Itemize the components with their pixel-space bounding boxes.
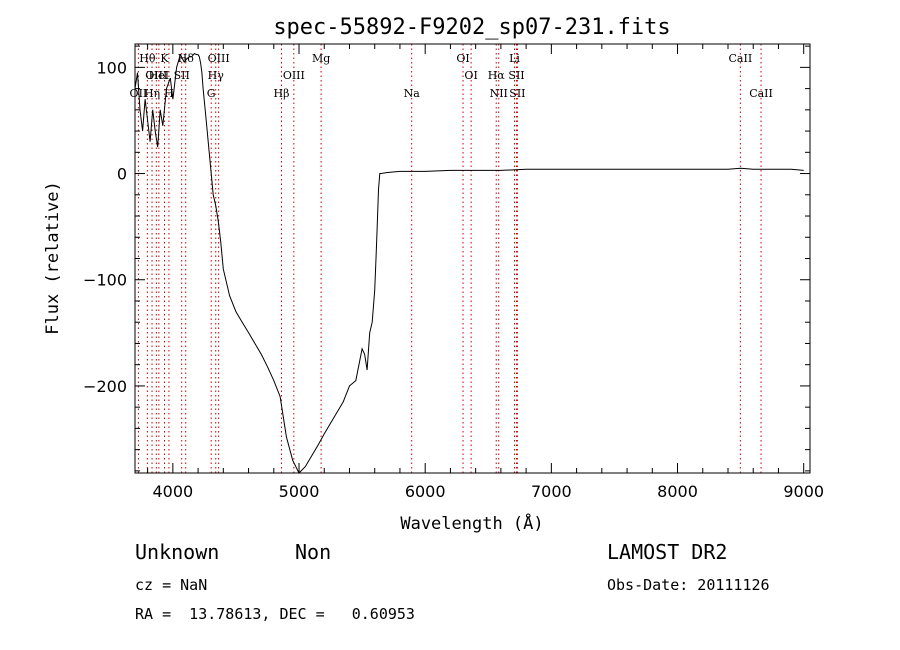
y-tick-label: 0 [117, 165, 127, 184]
spectral-line-label: H [164, 87, 174, 100]
x-tick-label: 7000 [531, 482, 572, 501]
x-tick-label: 6000 [405, 482, 446, 501]
spectral-line-label: OIII [283, 69, 305, 82]
spectral-line-label: SII [174, 69, 190, 82]
chart-title: spec-55892-F9202_sp07-231.fits [273, 15, 670, 40]
x-axis-label: Wavelength (Å) [400, 512, 543, 534]
spectral-line-label: CaII [729, 52, 753, 65]
spectral-line-label: SII [509, 87, 525, 100]
spectral-line-label: Na [404, 87, 421, 100]
spectral-line-label: Mg [312, 52, 330, 65]
y-axis-ticks: −200 −100 0 100 [83, 45, 810, 472]
spectral-line-label: OI [464, 69, 477, 82]
x-tick-label: 4000 [152, 482, 193, 501]
y-axis-label: Flux (relative) [43, 181, 63, 335]
survey-label: LAMOST DR2 [607, 540, 728, 564]
spectral-line-label: HeI [149, 69, 169, 82]
obs-date-text: Obs-Date: 20111126 [607, 576, 770, 594]
spectral-line-label: G [207, 87, 216, 100]
object-class: Unknown [135, 540, 220, 564]
spectral-line-label: K [160, 52, 169, 65]
spectral-line-label: OI [456, 52, 469, 65]
x-tick-label: 8000 [657, 482, 698, 501]
spectral-line-label: CaII [749, 87, 773, 100]
spectral-line-label: Hγ [208, 69, 225, 82]
flux-series-line [134, 52, 804, 474]
spectral-line-label: Li [509, 52, 520, 65]
plot-frame [134, 43, 811, 474]
spectral-line-label: OIII [208, 52, 230, 65]
x-axis-ticks: 4000 5000 6000 7000 8000 9000 [147, 44, 824, 501]
x-tick-label: 5000 [279, 482, 320, 501]
spectral-line-label: Hβ [274, 87, 290, 100]
spectral-line-label: SII [508, 69, 524, 82]
spectral-line-label: Hδ [178, 52, 195, 65]
y-tick-label: −200 [83, 377, 127, 396]
y-tick-label: 100 [96, 58, 127, 77]
spectral-line-label: Hα [488, 69, 506, 82]
spectral-line-markers [137, 44, 762, 473]
spectral-line-label: NII [490, 87, 508, 100]
y-tick-label: −100 [83, 271, 127, 290]
spectral-line-label: OIII [145, 69, 167, 82]
coordinates-text: RA = 13.78613, DEC = 0.60953 [135, 605, 415, 623]
x-tick-label: 9000 [783, 482, 824, 501]
spectral-line-label: Hθ [139, 52, 156, 65]
object-subclass: Non [295, 540, 332, 564]
redshift-text: cz = NaN [135, 576, 208, 594]
spectral-line-label: Hη [144, 87, 160, 100]
